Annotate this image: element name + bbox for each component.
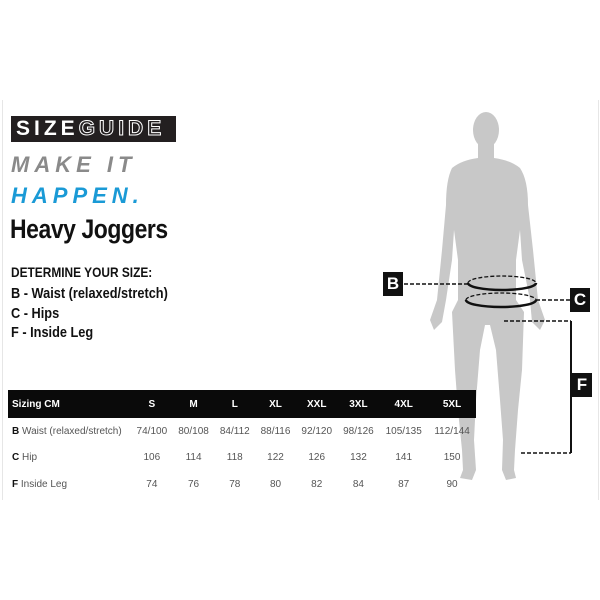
table-cell: 78 [229,478,241,490]
table-cell: 105/135 [385,425,422,437]
table-cell: 141 [395,452,413,464]
row-key: C [12,452,20,464]
table-cell: 74 [146,478,158,490]
table-cell: 76 [187,478,200,490]
table-cell: 74/100 [136,425,168,437]
table-row-inside-leg: F Inside Leg 74 76 78 80 82 84 87 90 [8,471,476,498]
header-size: 5XL [428,390,476,418]
row-label: C Hip [8,445,131,472]
size-chart-table: Sizing CM S M L XL XXL 3XL 4XL 5XL B Wai… [8,390,476,498]
table-cell: 80/108 [178,425,209,437]
row-name: Hip [22,452,38,464]
table-cell: 126 [308,452,326,464]
table-cell: 90 [446,478,458,490]
row-label: F Inside Leg [8,471,131,498]
table-cell: 87 [398,478,410,490]
table-header-row: Sizing CM S M L XL XXL 3XL 4XL 5XL [8,390,476,418]
row-key: F [12,478,19,490]
header-sizing-cm: Sizing CM [8,390,131,418]
row-key: B [12,425,20,437]
logo-guide-text: GUIDE [78,117,166,141]
header-size: XL [255,390,296,418]
tagline-line1: MAKE IT [11,152,137,177]
table-row-waist: B Waist (relaxed/stretch) 74/100 80/108 … [8,418,476,445]
table-cell: 118 [226,452,243,464]
label-b-waist: B [383,272,403,296]
header-size: 4XL [379,390,429,418]
header-size: 3XL [337,390,380,418]
table-cell: 84 [352,478,364,490]
table-cell: 98/126 [343,425,374,437]
table-cell: 82 [311,478,323,490]
row-name: Inside Leg [20,478,68,490]
table-cell: 88/116 [260,425,291,437]
instruction-hips: C - Hips [11,305,60,322]
table-cell: 80 [269,478,282,490]
row-name: Waist (relaxed/stretch) [22,425,122,437]
table-cell: 114 [185,452,202,464]
header-size: S [131,390,173,418]
size-guide-logo: SIZEGUIDE [11,116,176,142]
measurement-guides [404,275,572,454]
label-f-inside-leg: F [572,373,592,397]
header-size: XXL [295,390,338,418]
table-cell: 122 [267,452,284,464]
header-size: L [214,390,256,418]
instructions-heading: DETERMINE YOUR SIZE: [11,264,153,280]
tagline-line2: HAPPEN. [11,183,144,208]
table-cell: 150 [443,452,461,464]
table-row-hip: C Hip 106 114 118 122 126 132 141 150 [8,445,476,472]
instruction-waist: B - Waist (relaxed/stretch) [11,285,168,302]
product-title: Heavy Joggers [10,214,168,244]
row-label: B Waist (relaxed/stretch) [8,418,131,445]
page-frame [2,100,599,500]
header-size: M [172,390,215,418]
instruction-inside-leg: F - Inside Leg [11,324,94,341]
table-cell: 106 [143,452,161,464]
table-cell: 84/112 [219,425,250,437]
table-cell: 112/144 [434,425,470,437]
table-cell: 92/120 [301,425,333,437]
table-cell: 132 [350,452,367,464]
label-c-hips: C [570,288,590,312]
logo-size-text: SIZE [16,117,79,140]
